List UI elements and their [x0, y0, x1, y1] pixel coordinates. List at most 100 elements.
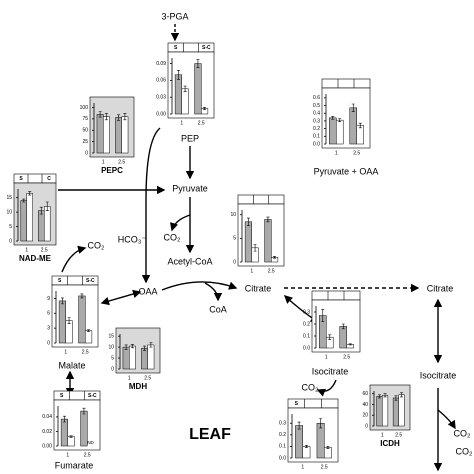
x-tick-label: 1 — [102, 159, 105, 165]
error-bar — [176, 70, 180, 80]
metabolite: CO₂ — [302, 382, 320, 392]
error-bar — [319, 418, 323, 429]
bar — [181, 88, 189, 115]
bar — [65, 320, 73, 344]
x-tick-label: 2.5 — [395, 432, 402, 438]
error-bar — [123, 113, 127, 121]
legend-box — [237, 194, 285, 205]
error-bar — [331, 116, 335, 120]
x-tick-label: 2.5 — [41, 247, 48, 253]
x-tick-label: 2.5 — [82, 349, 89, 355]
y-tick-label: 0 — [9, 238, 12, 244]
y-tick-label: 100 — [80, 105, 89, 111]
bar — [244, 221, 252, 263]
y-tick-label: 0.2 — [279, 432, 286, 438]
y-tick-label: 0.1 — [303, 333, 310, 339]
error-bar — [87, 329, 91, 332]
y-tick-label: 0.3 — [279, 421, 286, 427]
y-tick-label: 0.2 — [313, 126, 320, 132]
metabolite: Fumarate — [55, 460, 94, 470]
y-tick-label: 0.0 — [279, 455, 286, 461]
bar — [103, 116, 110, 154]
error-bar — [348, 343, 352, 346]
metabolite: CO₂ — [88, 240, 106, 250]
bar — [147, 344, 155, 370]
x-tick-label: 1 — [64, 349, 67, 355]
y-tick-label: 9 — [47, 296, 50, 302]
error-bar — [253, 244, 257, 252]
legend-label: S-C — [88, 393, 97, 399]
error-bar — [130, 343, 134, 349]
y-tick-label: 3 — [47, 325, 50, 331]
error-bar — [246, 217, 250, 226]
legend-label: S — [174, 45, 178, 51]
error-bar — [273, 256, 277, 259]
y-tick-label: 0.0 — [313, 141, 320, 147]
y-tick-label: 0.00 — [156, 111, 166, 117]
y-tick-label: 60 — [362, 391, 368, 397]
error-bar — [82, 407, 86, 415]
error-bar — [297, 421, 301, 430]
bar — [382, 395, 389, 427]
bar — [67, 436, 75, 447]
bar — [324, 447, 332, 459]
bar — [392, 397, 400, 427]
x-tick-label: 2.5 — [84, 452, 91, 458]
bar — [194, 63, 202, 115]
y-tick-label: 5 — [111, 355, 114, 361]
bar — [121, 116, 129, 154]
x-tick-label: 1 — [66, 452, 69, 458]
error-bar — [377, 394, 381, 399]
labels: 3-PGA PEP Pyruvate HCO₃⁻ CO₂ Acetyl-CoA … — [55, 11, 473, 470]
y-tick-label: 0.5 — [313, 103, 320, 109]
error-bar — [62, 415, 66, 423]
metabolite: HCO₃⁻ — [118, 234, 147, 244]
bar — [398, 394, 405, 427]
bar — [376, 396, 383, 427]
metabolite: CO₂ — [454, 428, 472, 438]
x-tick-label: 1 — [301, 464, 304, 470]
y-tick-label: 0.00 — [42, 443, 52, 449]
error-bar — [266, 216, 270, 223]
legend-label: S — [60, 393, 64, 399]
y-tick-label: 10 — [6, 209, 12, 215]
error-bar — [328, 334, 332, 340]
bar — [96, 114, 104, 154]
metabolite: Isocitrate — [312, 366, 349, 376]
x-tick-label: 1 — [25, 247, 28, 253]
y-tick-label: 20 — [362, 413, 368, 419]
annotation: ND — [87, 440, 94, 445]
y-tick-label: 0.0 — [303, 345, 310, 351]
bar — [339, 326, 347, 349]
x-tick-label: 1 — [325, 354, 328, 360]
y-tick-label: 0 — [47, 340, 50, 346]
legend-label: S-C — [86, 278, 95, 284]
bar — [58, 300, 66, 344]
y-tick-label: 50 — [82, 128, 88, 134]
legend-label: S — [295, 401, 299, 407]
metabolite: Malate — [58, 360, 85, 370]
y-tick-label: 0.4 — [313, 111, 320, 117]
bar — [141, 347, 149, 370]
error-bar — [80, 293, 84, 299]
y-tick-label: 0.1 — [279, 444, 286, 450]
bar — [26, 193, 33, 242]
bar — [349, 107, 357, 145]
error-bar — [69, 435, 73, 438]
bar — [78, 295, 86, 344]
metabolite: CoA — [209, 304, 227, 314]
y-tick-label: 0.3 — [313, 118, 320, 124]
legend-label: S — [19, 176, 23, 182]
legend-label: C — [47, 176, 51, 182]
x-tick-label: 2.5 — [198, 120, 205, 126]
bar — [85, 330, 93, 344]
y-tick-label: 0.02 — [42, 429, 52, 435]
y-tick-label: 75 — [82, 116, 88, 122]
y-tick-label: 5 — [233, 236, 236, 242]
bar — [174, 74, 182, 115]
legend-box — [311, 290, 361, 301]
y-tick-label: 40 — [362, 402, 368, 408]
error-bar — [203, 106, 207, 110]
metabolite: Acetyl-CoA — [167, 256, 212, 266]
